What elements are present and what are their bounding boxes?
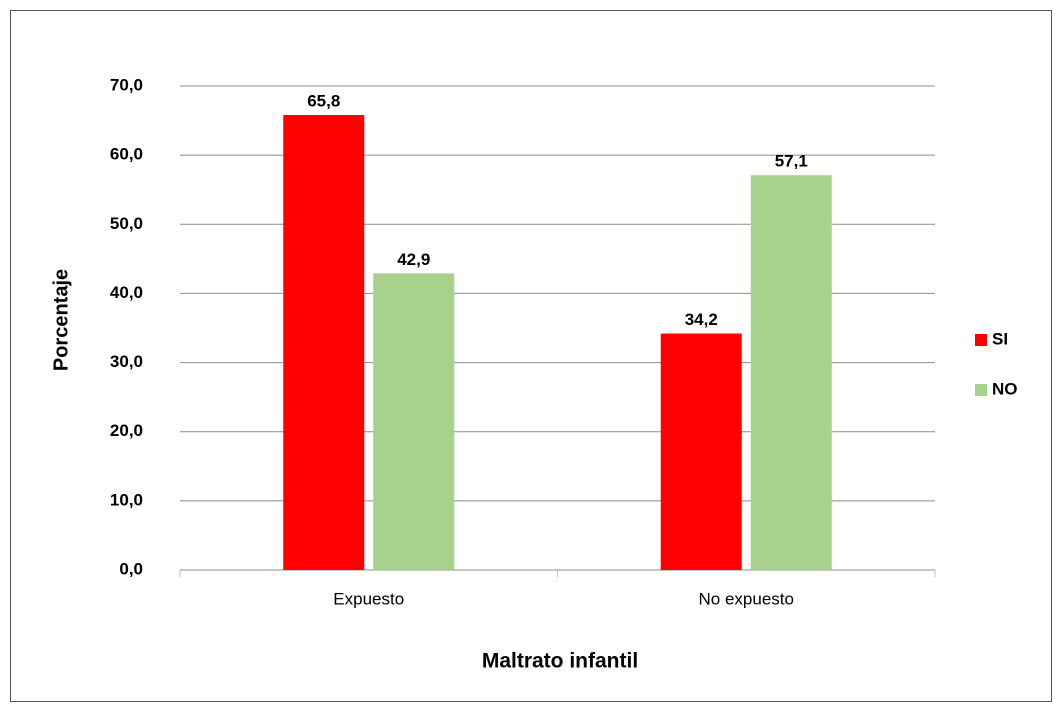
y-tick-label: 50,0 [110,214,143,233]
y-tick-label: 40,0 [110,283,143,302]
y-tick-label: 30,0 [110,352,143,371]
data-label: 34,2 [685,310,718,329]
x-axis-title: Maltrato infantil [482,650,638,673]
chart-frame [10,10,1052,702]
data-label: 57,1 [775,152,808,171]
y-tick-label: 70,0 [110,75,143,94]
bar [373,273,455,570]
bar [283,115,365,570]
legend-label: NO [992,379,1018,398]
data-label: 65,8 [307,92,340,111]
y-tick-label: 60,0 [110,145,143,164]
bar [750,175,832,571]
legend-swatch [975,334,987,346]
y-axis-title: Porcentaje [50,269,72,371]
legend-label: SI [992,329,1008,348]
bar [660,333,742,570]
y-tick-label: 0,0 [119,559,143,578]
x-tick-label: No expuesto [699,589,794,608]
data-label: 42,9 [397,250,430,269]
y-tick-label: 20,0 [110,421,143,440]
y-tick-label: 10,0 [110,490,143,509]
x-tick-label: Expuesto [333,589,404,608]
legend-swatch [975,384,987,396]
